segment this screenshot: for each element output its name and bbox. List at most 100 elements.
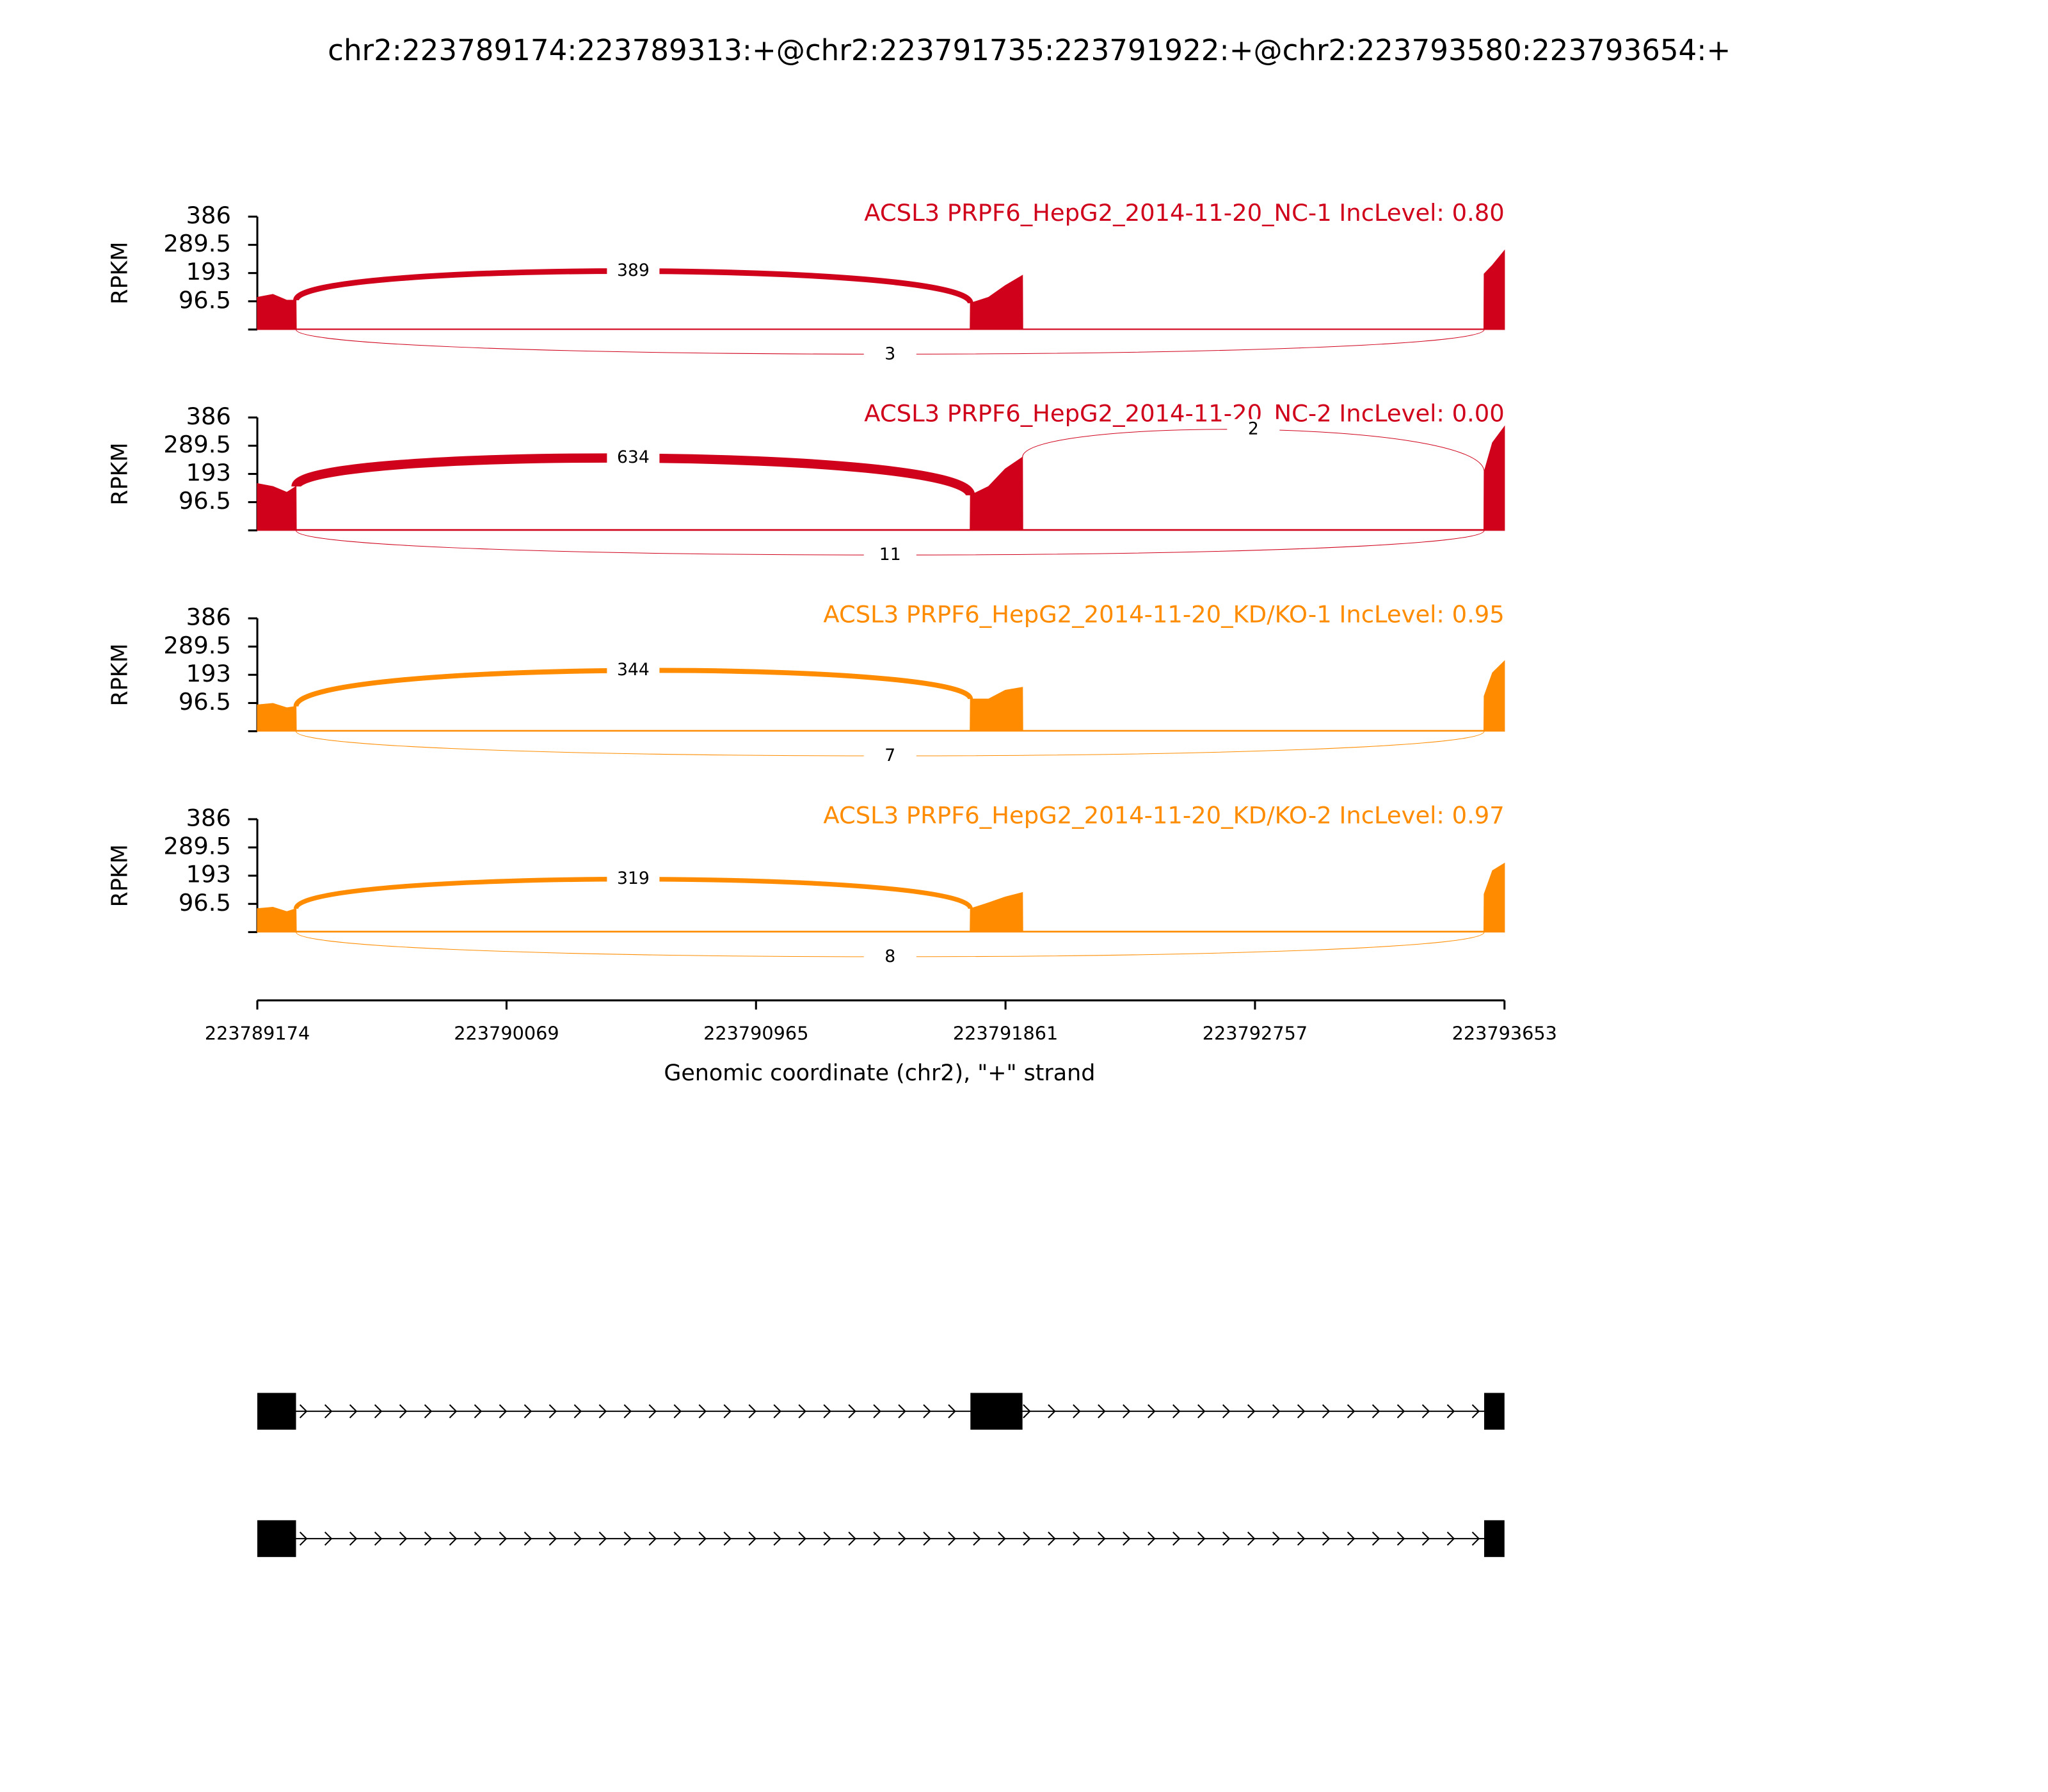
y-axis-label: RPKM [108,242,133,305]
strand-arrow [1272,1404,1281,1419]
strand-arrow [673,1532,682,1546]
strand-arrow [1396,1532,1405,1546]
junction-label-bg [607,447,660,469]
strand-arrow [1197,1532,1206,1546]
junction-label: 389 [617,260,650,280]
junction-label-bg [863,746,916,767]
strand-arrow [1471,1532,1480,1546]
y-tick-label: 96.5 [179,286,231,314]
strand-arrow [1073,1532,1081,1546]
strand-arrow [848,1404,856,1419]
strand-arrow [349,1404,358,1419]
x-tick-label: 223790069 [454,1022,559,1044]
strand-arrow [424,1532,433,1546]
strand-arrow [499,1532,508,1546]
strand-arrow [598,1404,607,1419]
x-tick-label: 223790965 [703,1022,808,1044]
junction-label: 3 [884,344,895,364]
strand-arrow [1471,1404,1480,1419]
x-tick-label: 223793653 [1452,1022,1557,1044]
y-tick-label: 96.5 [179,487,231,515]
coverage-area [257,425,1505,531]
strand-arrow [424,1404,433,1419]
strand-arrow [623,1404,632,1419]
junction-label-bg [607,260,660,282]
coverage-area [257,249,1505,330]
strand-arrow [1297,1404,1306,1419]
strand-arrow [399,1532,408,1546]
exon [1484,1520,1505,1557]
strand-arrow [798,1404,806,1419]
strand-arrow [1297,1532,1306,1546]
exon [1484,1393,1505,1430]
x-axis-label: Genomic coordinate (chr2), "+" strand [664,1060,1095,1086]
y-tick-label: 193 [186,258,231,285]
strand-arrow [299,1404,308,1419]
strand-arrow [374,1404,383,1419]
strand-arrow [324,1532,333,1546]
strand-arrow [1372,1532,1380,1546]
strand-arrow [399,1404,408,1419]
y-tick-label: 386 [186,202,231,229]
strand-arrow [748,1532,756,1546]
strand-arrow [548,1404,557,1419]
strand-arrow [1247,1532,1256,1546]
strand-arrow [923,1532,931,1546]
strand-arrow [449,1532,458,1546]
strand-arrow [474,1404,483,1419]
strand-arrow [374,1532,383,1546]
exon [257,1520,296,1557]
strand-arrow [823,1532,831,1546]
junction-label: 8 [884,947,895,966]
strand-arrow [723,1404,732,1419]
x-tick-label: 223792757 [1203,1022,1308,1044]
strand-arrow [1222,1532,1231,1546]
strand-arrow [898,1532,906,1546]
strand-arrow [1446,1532,1455,1546]
y-axis-label: RPKM [108,442,133,505]
y-tick-label: 193 [186,459,231,486]
strand-arrow [1396,1404,1405,1419]
y-tick-label: 96.5 [179,688,231,716]
strand-arrow [1272,1532,1281,1546]
junction-label-bg [1227,419,1280,440]
y-axis-label: RPKM [108,844,133,907]
strand-arrow [773,1532,781,1546]
y-tick-label: 386 [186,403,231,430]
strand-arrow [948,1532,956,1546]
strand-arrow [873,1404,881,1419]
strand-arrow [1098,1532,1106,1546]
strand-arrow [773,1404,781,1419]
y-axis-label: RPKM [108,643,133,706]
junction-label-bg [863,545,916,566]
strand-arrow [648,1404,657,1419]
coverage-area [257,660,1505,732]
junction-label-bg [607,660,660,681]
strand-arrow [1222,1404,1231,1419]
strand-arrow [1172,1404,1181,1419]
strand-arrow [474,1532,483,1546]
y-tick-label: 386 [186,604,231,631]
strand-arrow [573,1532,582,1546]
strand-arrow [573,1404,582,1419]
strand-arrow [1347,1532,1356,1546]
y-tick-label: 289.5 [163,632,231,659]
strand-arrow [848,1532,856,1546]
strand-arrow [524,1404,532,1419]
strand-arrow [1322,1532,1331,1546]
strand-arrow [698,1532,707,1546]
strand-arrow [499,1404,508,1419]
exon [970,1393,1023,1430]
y-tick-label: 193 [186,861,231,888]
strand-arrow [299,1532,308,1546]
strand-arrow [1322,1404,1331,1419]
panel-label: ACSL3 PRPF6_HepG2_2014-11-20_NC-1 IncLev… [864,199,1504,227]
strand-arrow [873,1532,881,1546]
junction-label: 11 [879,545,901,564]
strand-arrow [673,1404,682,1419]
strand-arrow [723,1532,732,1546]
strand-arrow [1446,1404,1455,1419]
panel-label: ACSL3 PRPF6_HepG2_2014-11-20_NC-2 IncLev… [864,400,1504,428]
strand-arrow [1023,1532,1031,1546]
